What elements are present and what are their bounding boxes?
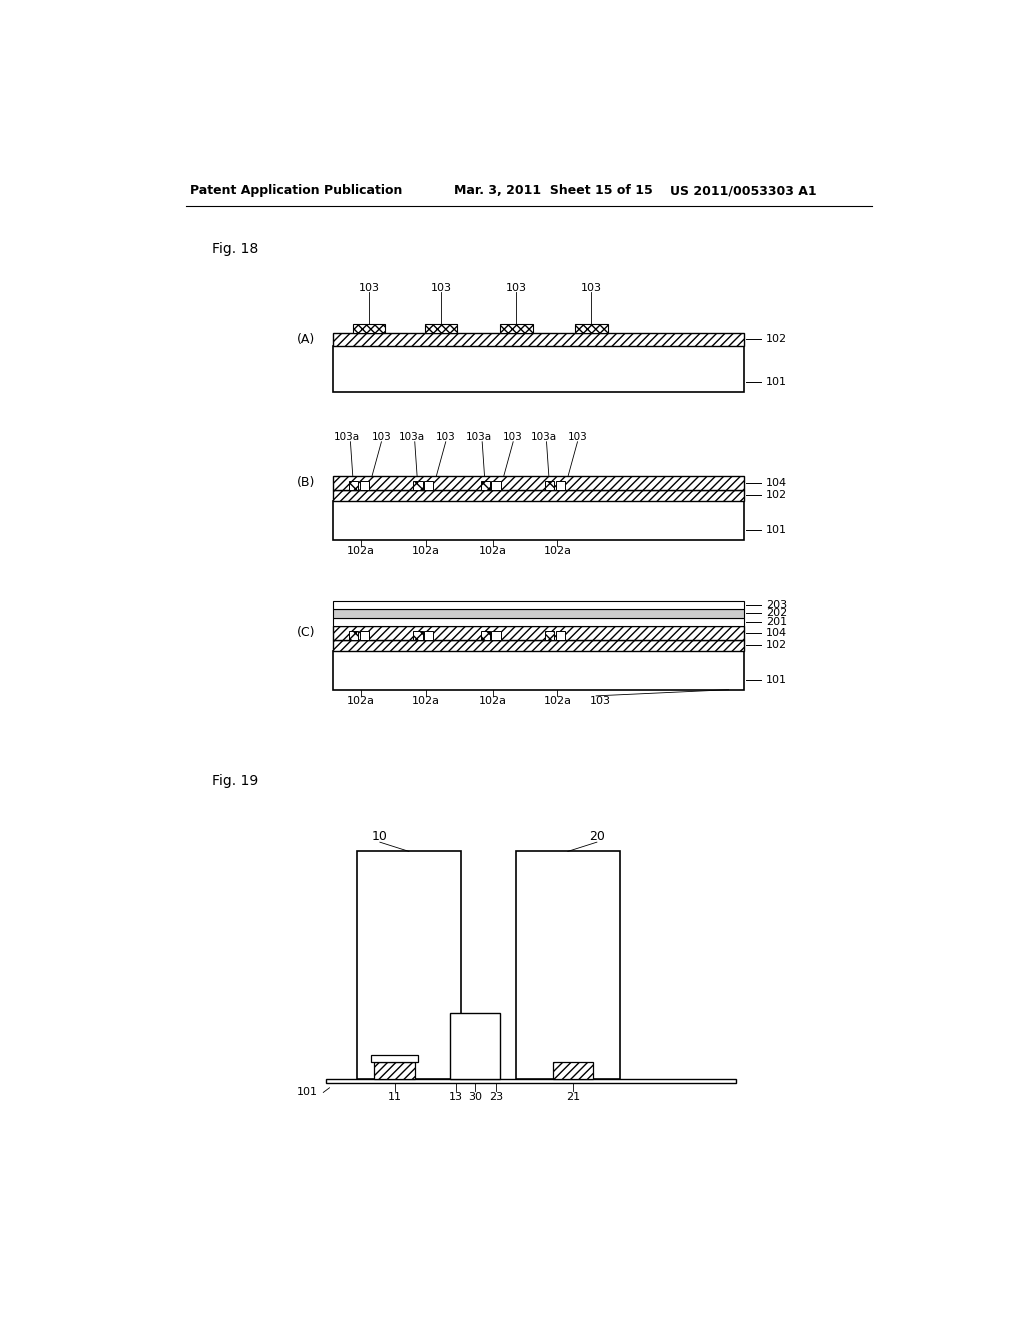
- Bar: [553, 1061, 593, 1078]
- Text: 103: 103: [358, 282, 380, 293]
- Bar: [334, 640, 744, 651]
- Bar: [414, 480, 423, 490]
- Bar: [334, 475, 744, 490]
- Text: 103a: 103a: [466, 432, 493, 442]
- Text: 30: 30: [468, 1092, 482, 1102]
- Bar: [575, 323, 607, 333]
- Bar: [326, 1078, 736, 1084]
- Text: 103a: 103a: [530, 432, 556, 442]
- Bar: [545, 631, 554, 640]
- Bar: [372, 1056, 418, 1061]
- Text: 101: 101: [766, 378, 786, 388]
- Text: 102a: 102a: [544, 546, 571, 556]
- Text: 103: 103: [504, 432, 523, 442]
- Text: 103a: 103a: [398, 432, 425, 442]
- Text: 23: 23: [489, 1092, 503, 1102]
- Bar: [556, 480, 565, 490]
- Bar: [424, 480, 433, 490]
- Text: 102a: 102a: [347, 546, 375, 556]
- Bar: [359, 480, 369, 490]
- Text: 104: 104: [766, 628, 787, 638]
- Bar: [414, 631, 423, 640]
- Text: Fig. 19: Fig. 19: [212, 774, 258, 788]
- Bar: [334, 502, 744, 540]
- Bar: [480, 480, 489, 490]
- Bar: [500, 323, 532, 333]
- Text: 102: 102: [766, 640, 787, 651]
- Text: 101: 101: [766, 525, 786, 536]
- Bar: [424, 631, 433, 640]
- Bar: [450, 1014, 500, 1078]
- Text: Fig. 18: Fig. 18: [212, 243, 258, 256]
- Text: Patent Application Publication: Patent Application Publication: [190, 185, 402, 197]
- Bar: [425, 323, 458, 333]
- Text: 201: 201: [766, 616, 787, 627]
- Text: (B): (B): [297, 477, 315, 490]
- Text: 101: 101: [766, 676, 786, 685]
- Text: 10: 10: [372, 829, 388, 842]
- Bar: [352, 323, 385, 333]
- Text: 203: 203: [766, 601, 787, 610]
- Text: 202: 202: [766, 609, 787, 619]
- Text: Mar. 3, 2011  Sheet 15 of 15: Mar. 3, 2011 Sheet 15 of 15: [454, 185, 652, 197]
- Text: 102a: 102a: [412, 546, 439, 556]
- Bar: [349, 631, 358, 640]
- Text: 103: 103: [590, 696, 610, 706]
- Bar: [480, 631, 489, 640]
- Bar: [349, 480, 358, 490]
- Bar: [492, 480, 501, 490]
- Text: 104: 104: [766, 478, 787, 487]
- Bar: [556, 631, 565, 640]
- Text: 102a: 102a: [544, 696, 571, 706]
- Text: (A): (A): [297, 333, 315, 346]
- Text: 13: 13: [449, 1092, 463, 1102]
- Text: 103: 103: [581, 282, 602, 293]
- Bar: [334, 333, 744, 346]
- Bar: [334, 651, 744, 689]
- Bar: [334, 618, 744, 626]
- Text: 103: 103: [431, 282, 452, 293]
- Bar: [334, 626, 744, 640]
- Text: 102: 102: [766, 490, 787, 500]
- Bar: [356, 851, 461, 1078]
- Text: 103a: 103a: [334, 432, 360, 442]
- Bar: [334, 609, 744, 618]
- Text: 102a: 102a: [479, 546, 507, 556]
- Text: 11: 11: [388, 1092, 401, 1102]
- Text: 102a: 102a: [479, 696, 507, 706]
- Bar: [359, 631, 369, 640]
- Bar: [334, 346, 744, 392]
- Text: 20: 20: [589, 829, 605, 842]
- Text: (C): (C): [297, 626, 315, 639]
- Text: US 2011/0053303 A1: US 2011/0053303 A1: [671, 185, 817, 197]
- Text: 103: 103: [372, 432, 391, 442]
- Text: 102a: 102a: [347, 696, 375, 706]
- Bar: [334, 490, 744, 502]
- Text: 21: 21: [566, 1092, 580, 1102]
- Text: 103: 103: [567, 432, 588, 442]
- Text: 103: 103: [506, 282, 526, 293]
- Text: 103: 103: [436, 432, 456, 442]
- Bar: [515, 851, 621, 1078]
- Bar: [492, 631, 501, 640]
- Text: 102: 102: [766, 334, 787, 345]
- Bar: [545, 480, 554, 490]
- Text: 102a: 102a: [412, 696, 439, 706]
- Bar: [334, 601, 744, 609]
- Bar: [375, 1061, 415, 1078]
- Text: 101: 101: [297, 1088, 317, 1097]
